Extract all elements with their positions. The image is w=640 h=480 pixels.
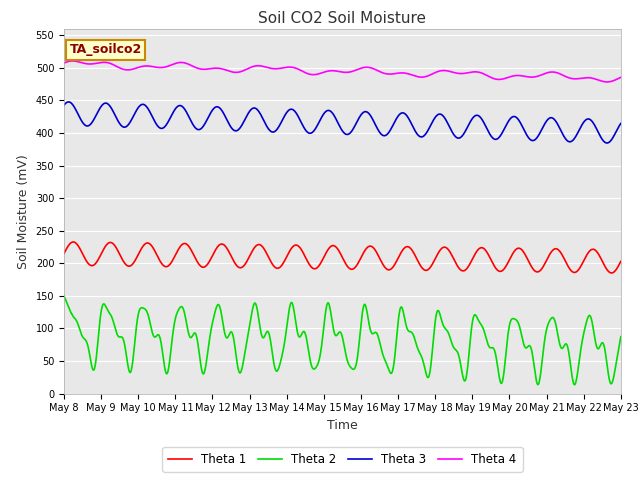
Legend: Theta 1, Theta 2, Theta 3, Theta 4: Theta 1, Theta 2, Theta 3, Theta 4 [163, 447, 522, 472]
Theta 1 [184, 243, 192, 249]
Theta 2 [570, 382, 578, 387]
Title: Soil CO2 Soil Moisture: Soil CO2 Soil Moisture [259, 11, 426, 26]
Theta 4 [502, 75, 509, 81]
Theta 3 [65, 99, 72, 105]
Theta 2 [246, 320, 254, 325]
Theta 1 [502, 264, 509, 269]
Theta 3 [429, 118, 437, 123]
Theta 1 [607, 270, 615, 276]
Theta 1 [246, 252, 254, 257]
Theta 1 [551, 246, 559, 252]
Y-axis label: Soil Moisture (mV): Soil Moisture (mV) [17, 154, 30, 269]
Theta 4 [617, 74, 625, 80]
Theta 4 [171, 61, 179, 67]
Theta 4 [551, 70, 559, 75]
Theta 1 [171, 253, 179, 259]
Theta 2 [170, 321, 178, 327]
Theta 4 [429, 71, 437, 76]
Text: TA_soilco2: TA_soilco2 [70, 43, 142, 56]
Theta 3 [603, 140, 611, 146]
Theta 2 [551, 317, 559, 323]
Theta 2 [184, 327, 191, 333]
Theta 1 [70, 239, 77, 245]
Theta 4 [246, 64, 254, 70]
Line: Theta 3: Theta 3 [64, 102, 621, 143]
Theta 2 [429, 343, 436, 349]
Line: Theta 1: Theta 1 [64, 242, 621, 273]
Theta 1 [60, 251, 68, 256]
Theta 3 [246, 107, 254, 113]
Theta 3 [60, 102, 68, 108]
Theta 2 [502, 355, 509, 361]
Theta 3 [184, 112, 192, 118]
Theta 3 [617, 120, 625, 126]
Theta 3 [551, 117, 559, 123]
Line: Theta 2: Theta 2 [64, 296, 621, 384]
Theta 4 [68, 58, 76, 64]
Theta 4 [184, 61, 192, 67]
Theta 1 [429, 260, 437, 265]
Theta 3 [502, 123, 509, 129]
Line: Theta 4: Theta 4 [64, 61, 621, 82]
Theta 4 [604, 79, 611, 85]
Theta 2 [60, 293, 68, 299]
Theta 3 [171, 107, 179, 113]
Theta 2 [617, 334, 625, 340]
Theta 4 [60, 60, 68, 66]
X-axis label: Time: Time [327, 419, 358, 432]
Theta 1 [617, 259, 625, 264]
